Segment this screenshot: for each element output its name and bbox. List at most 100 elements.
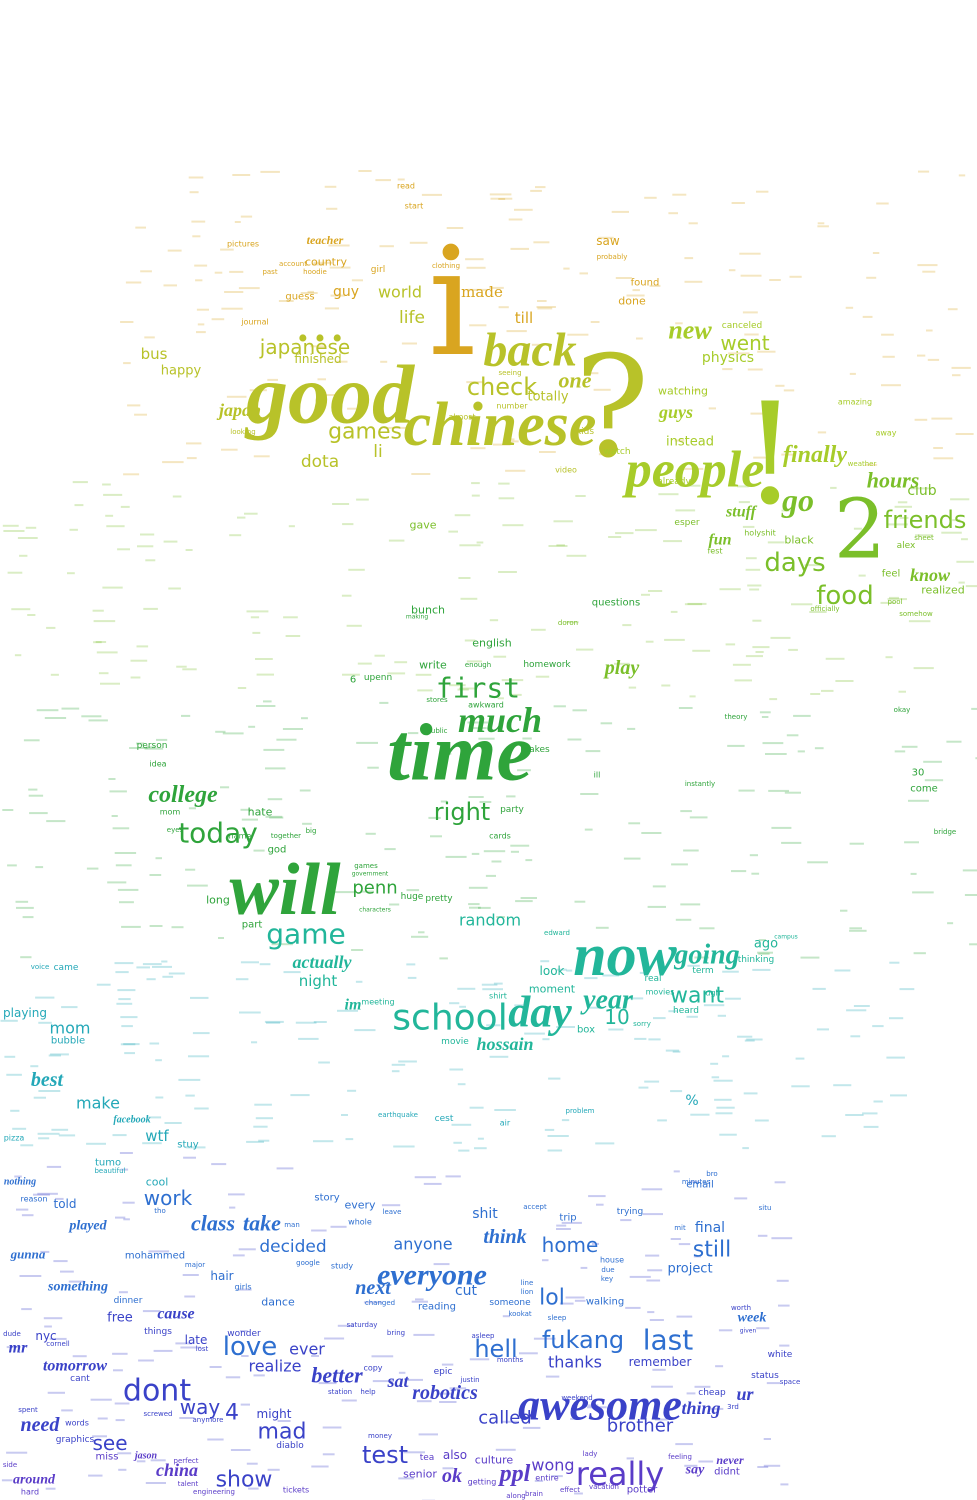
- texture-mark: [300, 292, 318, 294]
- texture-mark: [894, 505, 912, 508]
- texture-mark: [178, 1078, 201, 1081]
- texture-mark: [647, 905, 666, 908]
- texture-mark: [232, 174, 251, 176]
- texture-mark: [845, 306, 854, 309]
- texture-mark: [182, 1274, 199, 1276]
- texture-mark: [20, 1144, 34, 1147]
- texture-mark: [626, 294, 645, 297]
- texture-mark: [481, 983, 498, 986]
- texture-mark: [614, 662, 630, 665]
- texture-mark: [381, 1204, 401, 1207]
- texture-mark: [969, 943, 977, 946]
- texture-mark: [324, 1337, 345, 1340]
- texture-mark: [763, 1438, 771, 1440]
- texture-mark: [556, 1026, 575, 1028]
- texture-mark: [917, 264, 938, 267]
- texture-mark: [615, 277, 632, 279]
- word-mr: mr: [9, 1340, 28, 1357]
- texture-mark: [672, 1050, 681, 1053]
- texture-mark: [341, 1114, 348, 1116]
- texture-mark: [755, 651, 764, 653]
- word-sheet: sheet: [914, 534, 934, 542]
- word-much: much: [458, 700, 542, 740]
- texture-mark: [391, 1070, 400, 1073]
- texture-mark: [259, 963, 271, 966]
- texture-mark: [49, 1337, 67, 1340]
- word-fest: fest: [707, 547, 722, 556]
- texture-mark: [812, 987, 826, 990]
- texture-mark: [449, 1068, 464, 1071]
- texture-mark: [397, 178, 405, 181]
- texture-mark: [246, 1462, 258, 1465]
- texture-mark: [394, 661, 408, 664]
- texture-mark: [865, 463, 878, 466]
- texture-mark: [469, 1106, 484, 1109]
- word-everyone: everyone: [377, 1259, 487, 1292]
- texture-mark: [355, 980, 363, 983]
- texture-mark: [440, 800, 448, 803]
- texture-mark: [775, 384, 785, 387]
- texture-mark: [793, 714, 811, 717]
- texture-mark: [786, 734, 799, 737]
- texture-mark: [282, 728, 303, 730]
- texture-mark: [927, 358, 940, 361]
- texture-mark: [469, 324, 487, 327]
- word-final: final: [695, 1220, 725, 1236]
- word-gunna: gunna: [10, 1247, 46, 1262]
- texture-mark: [688, 222, 698, 225]
- texture-mark: [648, 590, 663, 592]
- texture-mark: [244, 512, 258, 515]
- word-whole: whole: [348, 1218, 372, 1227]
- texture-mark: [765, 753, 787, 755]
- texture-mark: [683, 849, 699, 852]
- texture-mark: [334, 360, 348, 363]
- texture-mark: [747, 368, 763, 371]
- texture-mark: [924, 779, 944, 782]
- texture-mark: [476, 541, 484, 544]
- texture-mark: [239, 1011, 261, 1014]
- word-white: white: [768, 1350, 793, 1360]
- texture-mark: [769, 698, 778, 701]
- texture-mark: [593, 388, 611, 391]
- texture-mark: [409, 241, 428, 244]
- texture-mark: [717, 1014, 726, 1017]
- word-today: today: [178, 817, 258, 850]
- texture-mark: [53, 1260, 68, 1263]
- texture-mark: [535, 675, 550, 678]
- texture-mark: [337, 1009, 358, 1012]
- texture-mark: [253, 455, 270, 458]
- texture-mark: [3, 530, 25, 532]
- texture-mark: [670, 1238, 681, 1240]
- word-heard: heard: [673, 1006, 699, 1016]
- texture-mark: [534, 1479, 544, 1482]
- texture-mark: [29, 812, 48, 815]
- texture-mark: [901, 745, 918, 748]
- word-long: long: [206, 894, 230, 907]
- texture-mark: [533, 1337, 556, 1340]
- texture-mark: [651, 1385, 673, 1388]
- word-problem: problem: [566, 1107, 595, 1115]
- word-key: key: [601, 1275, 613, 1283]
- texture-mark: [768, 789, 789, 792]
- texture-mark: [657, 1119, 667, 1122]
- texture-mark: [194, 1107, 209, 1110]
- texture-mark: [556, 1228, 571, 1230]
- texture-mark: [713, 1079, 733, 1082]
- texture-mark: [886, 1056, 905, 1059]
- word-bridge: bridge: [934, 828, 956, 836]
- texture-mark: [961, 538, 968, 541]
- texture-mark: [672, 193, 687, 196]
- texture-mark: [742, 311, 758, 314]
- texture-mark: [849, 372, 856, 375]
- word-effect: effect: [560, 1486, 580, 1494]
- texture-mark: [115, 864, 132, 867]
- texture-mark: [756, 1327, 770, 1330]
- texture-mark: [460, 597, 478, 600]
- texture-mark: [665, 1049, 680, 1052]
- texture-mark: [271, 943, 293, 946]
- texture-mark: [240, 961, 259, 964]
- texture-mark: [563, 267, 570, 270]
- texture-mark: [508, 218, 523, 221]
- word-justin: justin: [459, 1376, 479, 1384]
- texture-mark: [743, 1092, 758, 1095]
